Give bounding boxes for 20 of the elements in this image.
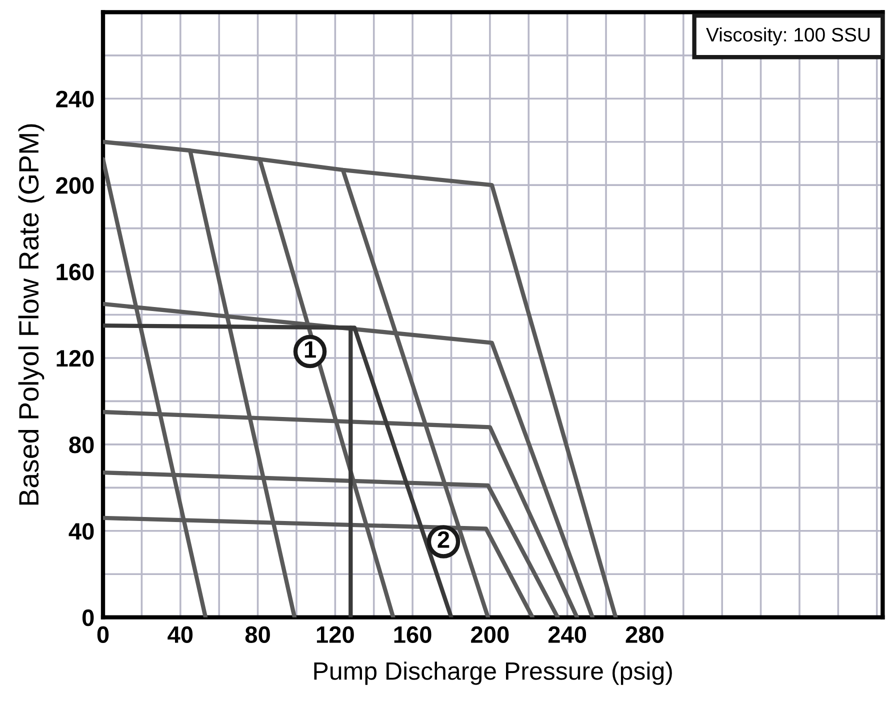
y-tick-label: 240 xyxy=(56,90,94,108)
y-tick-label: 40 xyxy=(68,522,94,540)
x-tick-label: 0 xyxy=(97,626,109,644)
x-tick-label: 240 xyxy=(548,626,586,644)
annotation: Viscosity: 100 SSU xyxy=(706,27,870,46)
y-tick-label: 0 xyxy=(82,609,94,626)
y-tick-label: 120 xyxy=(56,350,94,367)
x-tick-label: 40 xyxy=(168,626,193,644)
x-tick-label: 120 xyxy=(316,626,354,644)
y-axis-title: Based Polyol Flow Rate (GPM) xyxy=(18,124,44,505)
x-tick-label: 280 xyxy=(626,626,664,644)
y-tick-label: 160 xyxy=(56,264,94,280)
annotation: 2 xyxy=(438,531,450,548)
y-tick-label: 200 xyxy=(56,177,94,194)
x-tick-label: 200 xyxy=(471,626,509,644)
annotation: 1 xyxy=(304,341,316,358)
x-tick-label: 80 xyxy=(245,626,270,644)
x-axis-title: Pump Discharge Pressure (psig) xyxy=(314,662,672,685)
x-tick-label: 160 xyxy=(394,626,432,644)
y-tick-label: 80 xyxy=(69,436,94,454)
